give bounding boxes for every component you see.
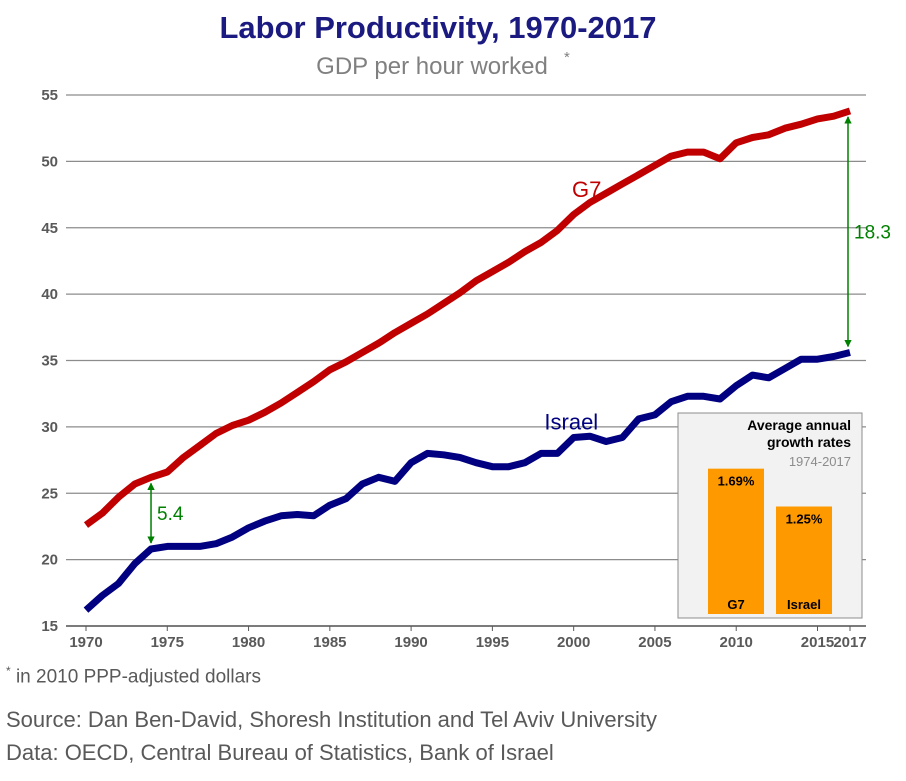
y-tick-label: 45 [41, 220, 58, 237]
series-line-israel [83, 349, 851, 613]
y-tick-label: 20 [41, 552, 58, 569]
series-lines: G7 Israel [83, 107, 852, 613]
x-tick-label: 1980 [232, 634, 265, 651]
series-line-g7 [83, 107, 852, 528]
series-label-g7: G7 [572, 177, 601, 202]
y-tick-label: 55 [41, 87, 58, 104]
y-tick-label: 15 [41, 618, 58, 635]
footnote-text: in 2010 PPP-adjusted dollars [10, 666, 261, 688]
inset-bar-category: Israel [787, 597, 821, 612]
x-tick-label: 2000 [557, 634, 590, 651]
gridlines [66, 94, 866, 627]
x-tick-label: 2005 [638, 634, 671, 651]
footnote: * in 2010 PPP-adjusted dollars [6, 664, 261, 688]
inset-bar-g7 [708, 468, 764, 614]
chart-title: Labor Productivity, 1970-2017 [219, 10, 656, 45]
axes: 15 20 25 30 35 40 45 50 55 1970 1975 1980 1985 1990 19… [41, 87, 866, 651]
x-tick-label: 2017 [833, 634, 866, 651]
x-tick-label: 1985 [313, 634, 346, 651]
series-label-israel: Israel [544, 410, 598, 435]
inset-bar-category: G7 [727, 597, 744, 612]
inset-bar-value: 1.25% [786, 512, 823, 527]
x-tick-label: 1990 [394, 634, 427, 651]
inset-bar-israel [776, 506, 832, 614]
x-tick-label: 1995 [476, 634, 509, 651]
inset-bar-value: 1.69% [718, 474, 755, 489]
subtitle-asterisk: * [564, 49, 570, 66]
x-tick-label: 2010 [720, 634, 753, 651]
gap-label: 5.4 [157, 504, 184, 525]
footnote-mark: * [6, 664, 11, 678]
data-source-line: Data: OECD, Central Bureau of Statistics… [6, 740, 554, 765]
y-tick-label: 40 [41, 286, 58, 303]
y-tick-label: 25 [41, 485, 58, 502]
x-tick-label: 1970 [69, 634, 102, 651]
gap-annotations: 5.4 18.3 [147, 116, 891, 544]
source-line: Source: Dan Ben-David, Shoresh Instituti… [6, 707, 657, 732]
x-tick-label: 2015 [801, 634, 834, 651]
chart-subtitle: GDP per hour worked [316, 53, 548, 80]
y-tick-label: 50 [41, 153, 58, 170]
inset-period: 1974-2017 [789, 454, 851, 469]
x-tick-label: 1975 [151, 634, 184, 651]
y-tick-label: 35 [41, 353, 58, 370]
y-tick-label: 30 [41, 419, 58, 436]
inset-title-line2: growth rates [767, 434, 851, 450]
inset-title-line1: Average annual [747, 417, 851, 433]
gap-label: 18.3 [854, 223, 891, 244]
